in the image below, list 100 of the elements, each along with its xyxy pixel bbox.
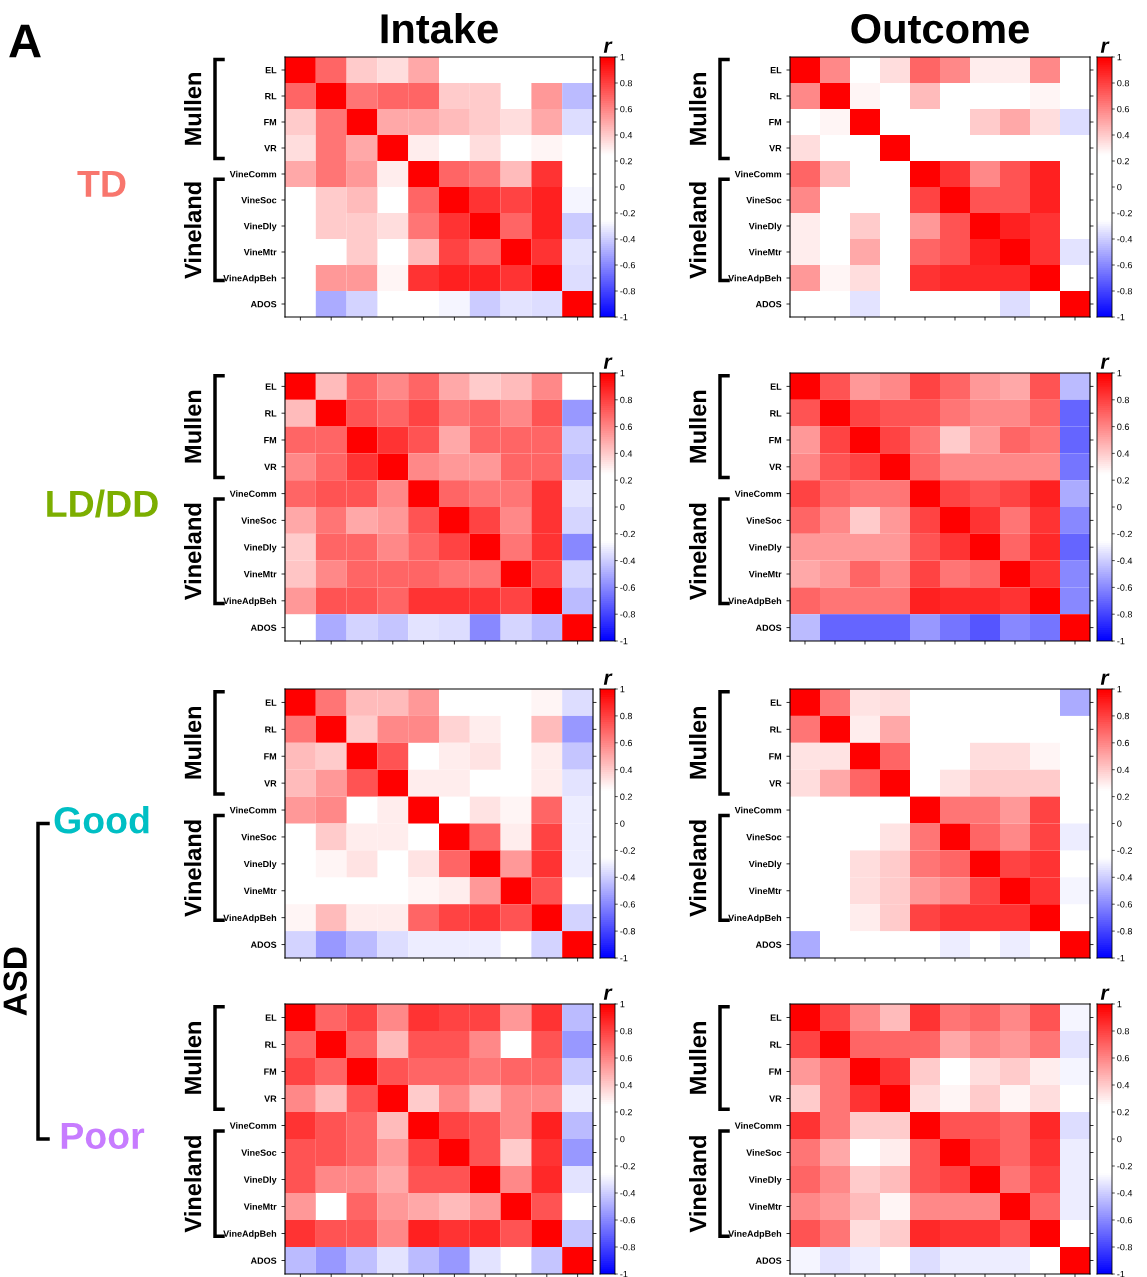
y-tick-label: VineDly — [243, 543, 277, 553]
text: Mullen — [688, 1022, 707, 1094]
color-bar-title: r — [1100, 357, 1110, 369]
y-tick-label: VineMtr — [748, 570, 782, 578]
y-tick-label: RL — [265, 726, 277, 733]
y-tick-label: VineMtr — [748, 887, 782, 895]
y-tick-label: EL — [265, 67, 277, 74]
color-bar-label: -0.4 — [620, 1189, 636, 1197]
y-tick-label: ADOS — [250, 1257, 277, 1264]
y-tick-label: FM — [769, 753, 782, 760]
color-bar-label: 0.2 — [620, 793, 632, 800]
y-tick-label: FM — [264, 437, 277, 444]
color-bar-label: 1 — [1117, 370, 1122, 377]
text: Vineland — [688, 1136, 707, 1233]
y-tick-label: FM — [769, 1068, 782, 1075]
y-tick-label: FM — [264, 753, 277, 760]
y-tick-label: VineDly — [243, 1176, 277, 1185]
color-bar-label: 0.6 — [620, 1054, 633, 1062]
color-bar-label: -0.4 — [620, 557, 636, 564]
color-bar-label: 0.4 — [620, 1081, 633, 1089]
color-bar-label: -0.4 — [1117, 235, 1133, 243]
y-tick-label: VR — [769, 1095, 782, 1102]
text: Mullen — [688, 706, 707, 779]
y-tick-label: VineSoc — [241, 517, 277, 524]
color-bar-label: -0.2 — [1117, 1162, 1132, 1170]
y-tick-label: VineAdpBeh — [223, 1230, 277, 1239]
y-tick-label: EL — [265, 383, 277, 390]
color-bar-label: -0.4 — [1117, 557, 1133, 564]
y-tick-label: VR — [769, 463, 782, 471]
color-bar-label: 0.6 — [620, 423, 633, 430]
y-tick-label: VineAdpBeh — [223, 274, 277, 284]
chart-title: Outcome — [851, 14, 1029, 44]
color-bar-label: 0.4 — [1117, 450, 1130, 457]
y-tick-label: VineDly — [243, 860, 277, 869]
color-bar-label: -1 — [1117, 638, 1125, 645]
color-bar-label: 0.4 — [620, 450, 633, 457]
color-bar-label: 0.4 — [1117, 766, 1130, 774]
color-bar-label: 1 — [620, 370, 625, 377]
text: Mullen — [688, 390, 707, 463]
color-bar-label: -0.6 — [620, 901, 636, 908]
color-bar-label: -0.8 — [1117, 611, 1133, 618]
y-tick-label: VineAdpBeh — [728, 914, 782, 923]
color-bar-label: 0.8 — [620, 396, 633, 404]
y-tick-label: FM — [769, 437, 782, 444]
y-tick-label: VineComm — [734, 806, 782, 814]
color-bar-label: -0.6 — [1117, 261, 1133, 269]
y-tick-label: EL — [265, 699, 277, 706]
color-bar-label: 0.8 — [620, 1027, 633, 1035]
color-bar-label: 0.2 — [1117, 793, 1129, 800]
color-bar-label: 1 — [620, 54, 625, 61]
color-bar-label: -0.2 — [1117, 530, 1132, 538]
color-bar-label: 0.8 — [1117, 712, 1130, 720]
color-bar-title: r — [603, 357, 613, 369]
y-tick-label: EL — [770, 67, 782, 74]
y-tick-label: VineDly — [748, 860, 782, 869]
color-bar-label: 1 — [620, 1001, 625, 1008]
color-bar-label: 0.2 — [620, 477, 632, 484]
y-tick-label: VineSoc — [241, 196, 277, 204]
y-tick-label: VineMtr — [243, 1203, 277, 1210]
y-tick-label: FM — [264, 1068, 277, 1075]
y-tick-label: VineMtr — [748, 248, 782, 256]
text: LD/DD — [47, 489, 158, 518]
y-tick-label: VineDly — [748, 1176, 782, 1185]
y-tick-label: VineAdpBeh — [728, 1230, 782, 1239]
text: Mullen — [688, 73, 707, 145]
y-tick-label: VineMtr — [748, 1203, 782, 1210]
color-bar-label: 0 — [620, 503, 625, 511]
y-tick-label: VineAdpBeh — [728, 597, 782, 606]
color-bar-label: -1 — [620, 955, 628, 962]
color-bar-label: 0.2 — [1117, 477, 1129, 484]
color-bar-title: r — [603, 673, 613, 685]
color-bar-label: -0.2 — [1117, 209, 1132, 217]
y-tick-label: ADOS — [250, 624, 277, 631]
color-bar-label: 1 — [1117, 1001, 1122, 1008]
color-bar-label: 1 — [1117, 686, 1122, 693]
y-tick-label: ADOS — [755, 941, 782, 948]
text: Mullen — [184, 706, 202, 779]
y-tick-label: VR — [264, 463, 277, 471]
text: Vineland — [184, 182, 202, 279]
color-bar-label: 0.2 — [620, 1108, 632, 1116]
color-bar-title: r — [1100, 41, 1110, 53]
y-tick-label: VineSoc — [746, 833, 782, 841]
color-bar-label: 0.2 — [1117, 157, 1129, 165]
color-bar-label: 0.4 — [1117, 131, 1130, 139]
text: A — [9, 24, 41, 58]
color-bar-label: 0.8 — [1117, 79, 1130, 87]
color-bar-label: -0.2 — [1117, 847, 1132, 854]
y-tick-label: FM — [769, 119, 782, 126]
color-bar-label: -1 — [620, 314, 628, 321]
color-bar-label: -0.2 — [620, 1162, 635, 1170]
color-bar-label: 0 — [1117, 1135, 1122, 1143]
text: TD — [77, 170, 126, 197]
color-bar-label: -0.2 — [620, 209, 635, 217]
color-bar-title: r — [1100, 988, 1110, 1000]
text: Vineland — [184, 503, 202, 601]
y-tick-label: VR — [264, 780, 277, 787]
color-bar-label: 0.8 — [1117, 396, 1130, 404]
y-tick-label: VineSoc — [746, 196, 782, 204]
text: Mullen — [184, 390, 202, 463]
y-tick-label: EL — [770, 699, 782, 706]
